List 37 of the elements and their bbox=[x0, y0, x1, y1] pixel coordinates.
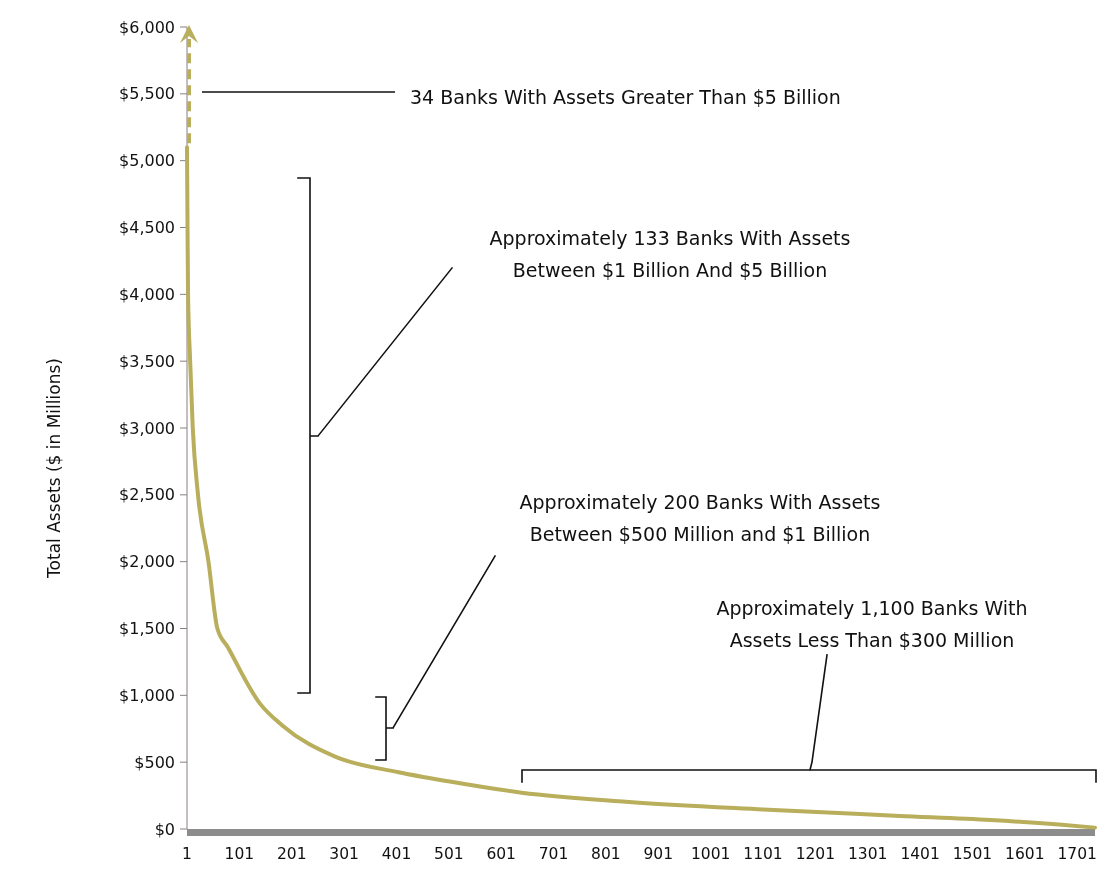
x-tick-label: 1701 bbox=[1057, 845, 1097, 863]
y-tick-label: $1,000 bbox=[119, 685, 175, 705]
x-tick-label: 401 bbox=[381, 845, 412, 863]
x-tick-label: 1001 bbox=[690, 845, 731, 863]
y-tick-label: $4,500 bbox=[119, 218, 175, 238]
x-tick-label: 901 bbox=[643, 845, 674, 863]
y-tick-label: $2,000 bbox=[119, 552, 175, 572]
x-tick-label: 201 bbox=[276, 845, 307, 863]
x-tick-label: 501 bbox=[434, 845, 464, 863]
y-tick-label: $1,500 bbox=[119, 619, 175, 639]
line-series bbox=[185, 145, 1097, 830]
x-tick-label: 101 bbox=[224, 845, 255, 863]
annotation: Approximately 1,100 Banks With Assets Less Than $300 Million bbox=[716, 597, 1028, 651]
y-tick-label: $5,000 bbox=[119, 151, 175, 171]
y-tick-label: $6,000 bbox=[119, 17, 175, 37]
y-tick-label: $2,500 bbox=[119, 485, 175, 505]
x-tick-label: 1401 bbox=[900, 845, 940, 863]
x-tick-label: 1501 bbox=[952, 845, 993, 863]
annotation: 34 Banks With Assets Greater Than $5 Billion bbox=[410, 86, 841, 108]
x-tick-label: 1201 bbox=[795, 845, 836, 863]
annotation: Approximately 133 Banks With Assets Between $1 Billion And $5 Billion bbox=[489, 227, 851, 281]
x-tick-label: 301 bbox=[329, 845, 359, 863]
x-tick-label: 801 bbox=[591, 845, 621, 863]
y-tick-label: $3,000 bbox=[119, 418, 175, 438]
y-tick-label: $3,500 bbox=[119, 351, 175, 371]
x-tick-label: 1101 bbox=[743, 845, 783, 863]
x-tick-label: 701 bbox=[538, 845, 569, 863]
y-tick-label: $5,500 bbox=[119, 84, 175, 104]
x-tick-label: 1301 bbox=[848, 845, 888, 863]
y-tick-label: $500 bbox=[134, 752, 175, 772]
x-tick-label: 1 bbox=[182, 845, 192, 863]
y-axis-title: Total Assets ($ in Millions) bbox=[44, 358, 64, 579]
y-tick-label: $4,000 bbox=[119, 284, 175, 304]
x-tick-label: 601 bbox=[486, 845, 516, 863]
annotation: Approximately 200 Banks With Assets Between $500 Million and $1 Billion bbox=[519, 491, 881, 545]
y-tick-label: $0 bbox=[154, 819, 175, 839]
x-tick-label: 1601 bbox=[1005, 845, 1045, 863]
